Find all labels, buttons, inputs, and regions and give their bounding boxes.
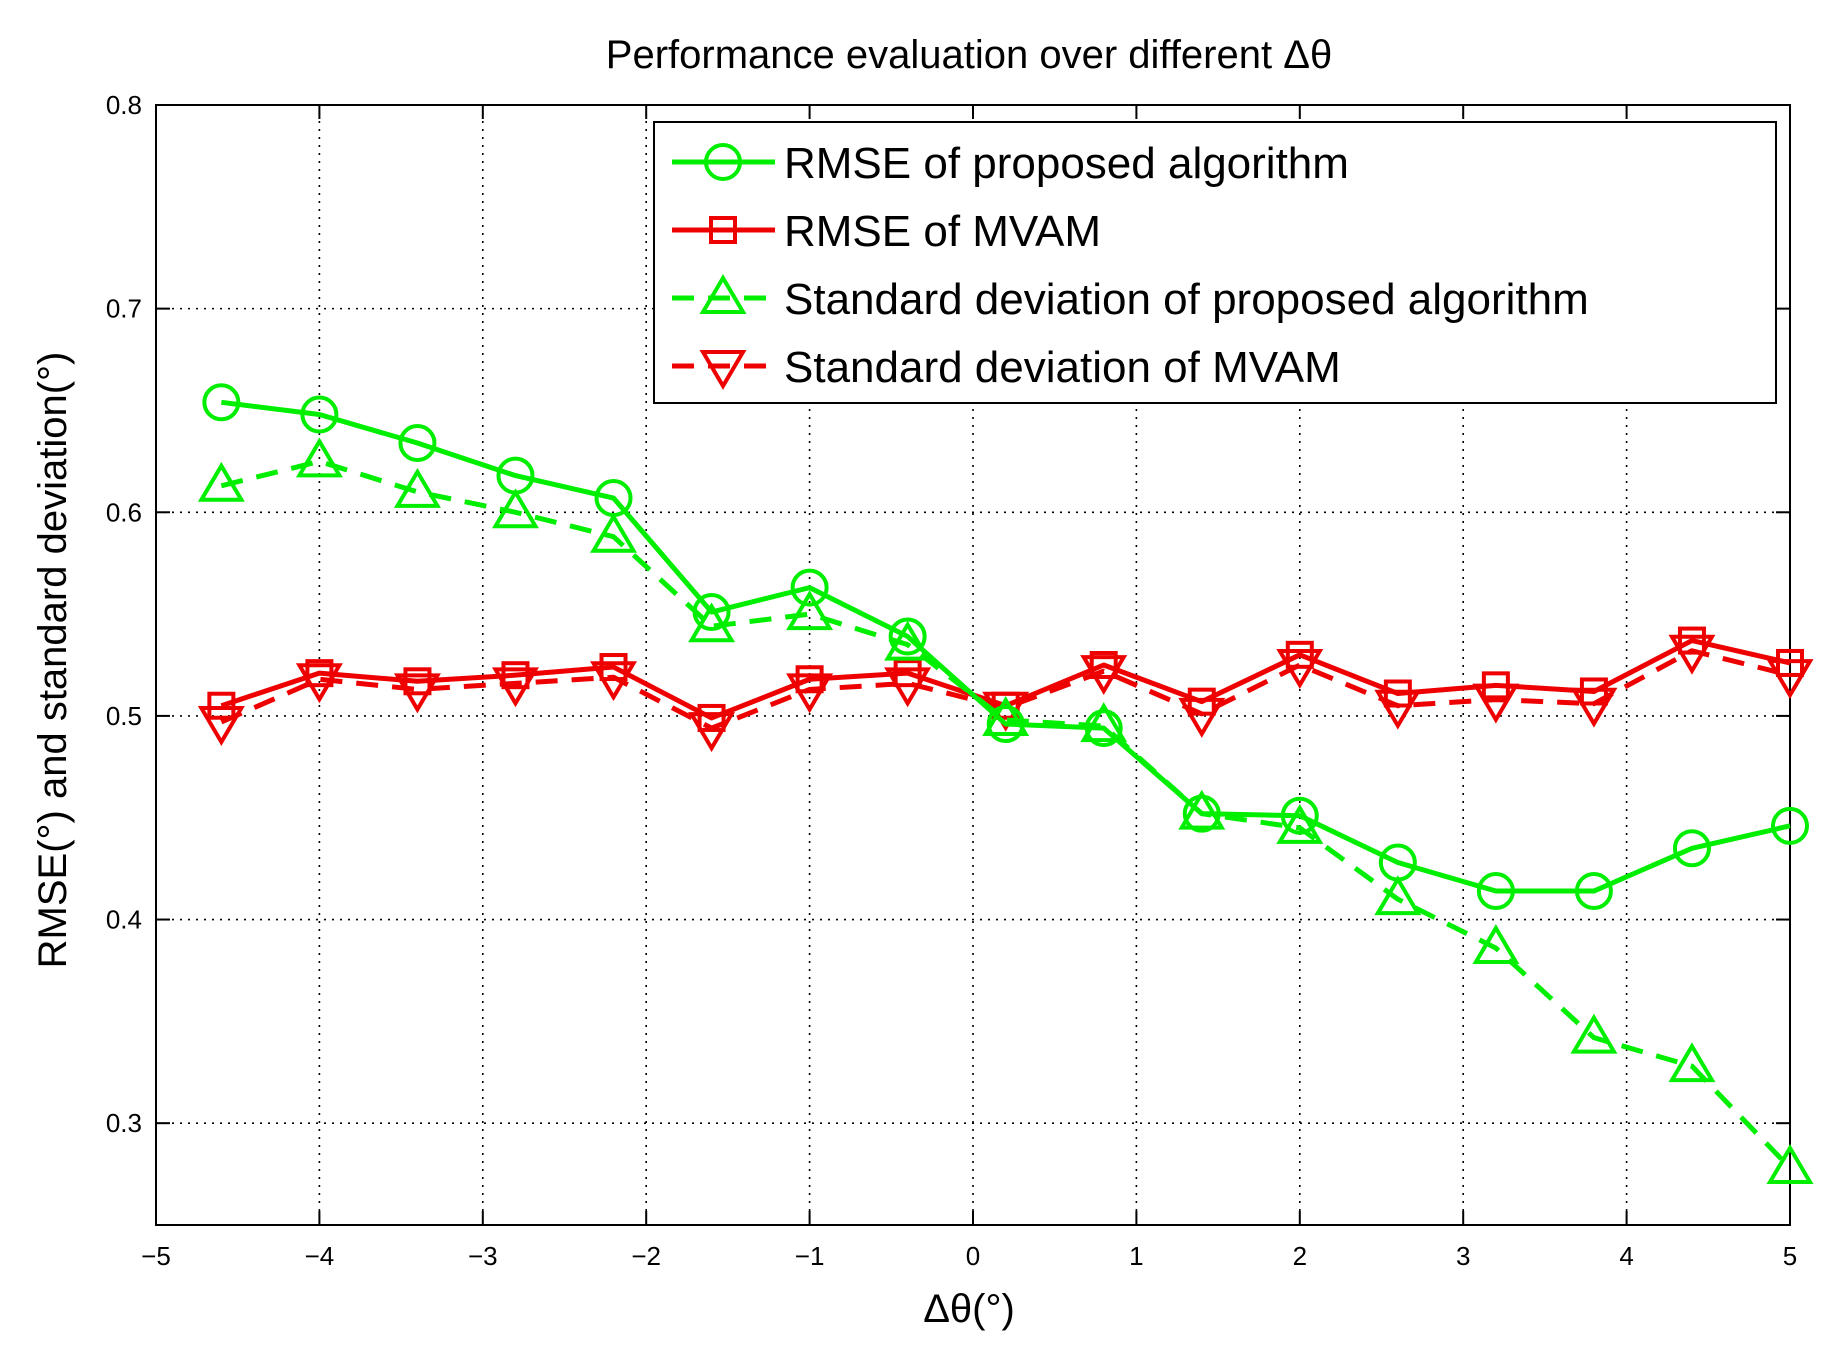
data-point bbox=[496, 456, 535, 495]
legend-item-3: Standard deviation of proposed algorithm bbox=[672, 274, 1589, 324]
x-tick-label: 4 bbox=[1619, 1241, 1633, 1271]
series-line bbox=[221, 399, 1791, 894]
y-tick-label: 0.6 bbox=[106, 497, 142, 527]
series-1 bbox=[202, 383, 1809, 911]
x-tick-label: −5 bbox=[141, 1241, 171, 1271]
data-point bbox=[305, 659, 334, 688]
data-point bbox=[197, 461, 245, 502]
data-point bbox=[888, 617, 927, 656]
data-point bbox=[1668, 1042, 1716, 1083]
data-point bbox=[1084, 709, 1123, 748]
data-point bbox=[1182, 794, 1221, 833]
data-point bbox=[1771, 806, 1809, 845]
data-point bbox=[501, 661, 530, 690]
legend-swatch-marker bbox=[704, 143, 742, 181]
data-point bbox=[1570, 1013, 1618, 1054]
data-point bbox=[1472, 924, 1520, 965]
data-point bbox=[599, 653, 628, 682]
x-tick-label: 2 bbox=[1293, 1241, 1307, 1271]
data-point bbox=[398, 424, 437, 463]
legend-item-1: RMSE of proposed algorithm bbox=[672, 139, 1349, 188]
y-axis-title: RMSE(°) and standard deviation(°) bbox=[31, 352, 75, 969]
x-tick-label: 3 bbox=[1456, 1241, 1470, 1271]
data-point bbox=[491, 488, 539, 529]
data-point bbox=[393, 467, 441, 508]
series-line bbox=[220, 648, 1791, 731]
data-point bbox=[991, 691, 1020, 720]
x-tick-labels: −5 −4 −3 −2 −1 0 1 2 3 4 5 bbox=[141, 1241, 1797, 1271]
data-point bbox=[1672, 829, 1711, 868]
legend-label: Standard deviation of proposed algorithm bbox=[784, 275, 1589, 324]
data-point bbox=[790, 568, 829, 607]
legend-label: RMSE of proposed algorithm bbox=[784, 139, 1349, 188]
data-point bbox=[1280, 796, 1319, 835]
data-point bbox=[1285, 640, 1314, 669]
y-tick-labels: 0.3 0.4 0.5 0.6 0.7 0.8 bbox=[106, 90, 142, 1138]
data-point bbox=[300, 395, 339, 434]
data-point bbox=[1378, 843, 1417, 882]
data-point bbox=[692, 593, 731, 632]
data-point bbox=[1579, 677, 1608, 706]
y-tick-label: 0.3 bbox=[106, 1108, 142, 1138]
data-point bbox=[1089, 651, 1118, 679]
x-axis-title: Δθ(°) bbox=[923, 1287, 1015, 1331]
data-point bbox=[986, 705, 1025, 744]
data-point bbox=[1776, 648, 1804, 677]
chart-title: Performance evaluation over different Δθ bbox=[606, 33, 1332, 77]
data-point bbox=[1481, 671, 1510, 700]
data-point bbox=[197, 706, 245, 746]
y-tick-label: 0.8 bbox=[106, 90, 142, 120]
series-line bbox=[220, 458, 1792, 1170]
data-point bbox=[594, 479, 633, 518]
axis-ticks bbox=[155, 104, 1791, 1225]
data-point bbox=[786, 590, 834, 631]
data-point bbox=[202, 383, 241, 422]
data-point bbox=[1374, 875, 1422, 916]
data-point bbox=[590, 512, 638, 553]
series-3 bbox=[197, 437, 1814, 1184]
legend-swatch-marker bbox=[699, 274, 747, 314]
legend-swatch-marker bbox=[699, 350, 747, 390]
data-point bbox=[1476, 872, 1515, 911]
y-tick-label: 0.4 bbox=[106, 905, 142, 935]
x-tick-label: −3 bbox=[468, 1241, 498, 1271]
data-point bbox=[1187, 687, 1216, 716]
legend-item-4: Standard deviation of MVAM bbox=[672, 343, 1341, 392]
legend-box bbox=[653, 121, 1777, 404]
x-tick-label: 5 bbox=[1783, 1241, 1797, 1271]
data-point bbox=[893, 659, 922, 688]
x-tick-label: −4 bbox=[305, 1241, 335, 1271]
legend-swatch-marker bbox=[709, 216, 737, 244]
legend: RMSE of proposed algorithm RMSE of MVAM St… bbox=[653, 121, 1777, 404]
legend-item-2: RMSE of MVAM bbox=[672, 207, 1101, 256]
data-point bbox=[403, 667, 432, 696]
x-tick-label: 0 bbox=[966, 1241, 980, 1271]
y-tick-label: 0.5 bbox=[106, 701, 142, 731]
data-point bbox=[1677, 626, 1706, 655]
data-point bbox=[295, 437, 343, 478]
x-tick-label: 1 bbox=[1129, 1241, 1143, 1271]
series-layer bbox=[197, 383, 1814, 1184]
data-point bbox=[207, 691, 236, 720]
data-point bbox=[884, 620, 932, 661]
data-point bbox=[1383, 679, 1412, 708]
data-point bbox=[1766, 1144, 1814, 1184]
legend-label: Standard deviation of MVAM bbox=[784, 343, 1341, 392]
data-point bbox=[697, 703, 726, 732]
data-point bbox=[1574, 872, 1613, 911]
legend-label: RMSE of MVAM bbox=[784, 207, 1101, 256]
x-tick-label: −2 bbox=[631, 1241, 661, 1271]
y-tick-label: 0.7 bbox=[106, 294, 142, 324]
data-point bbox=[1178, 789, 1226, 830]
data-point bbox=[795, 665, 824, 694]
data-point bbox=[1276, 803, 1324, 844]
x-tick-label: −1 bbox=[795, 1241, 825, 1271]
data-point bbox=[1080, 702, 1128, 743]
